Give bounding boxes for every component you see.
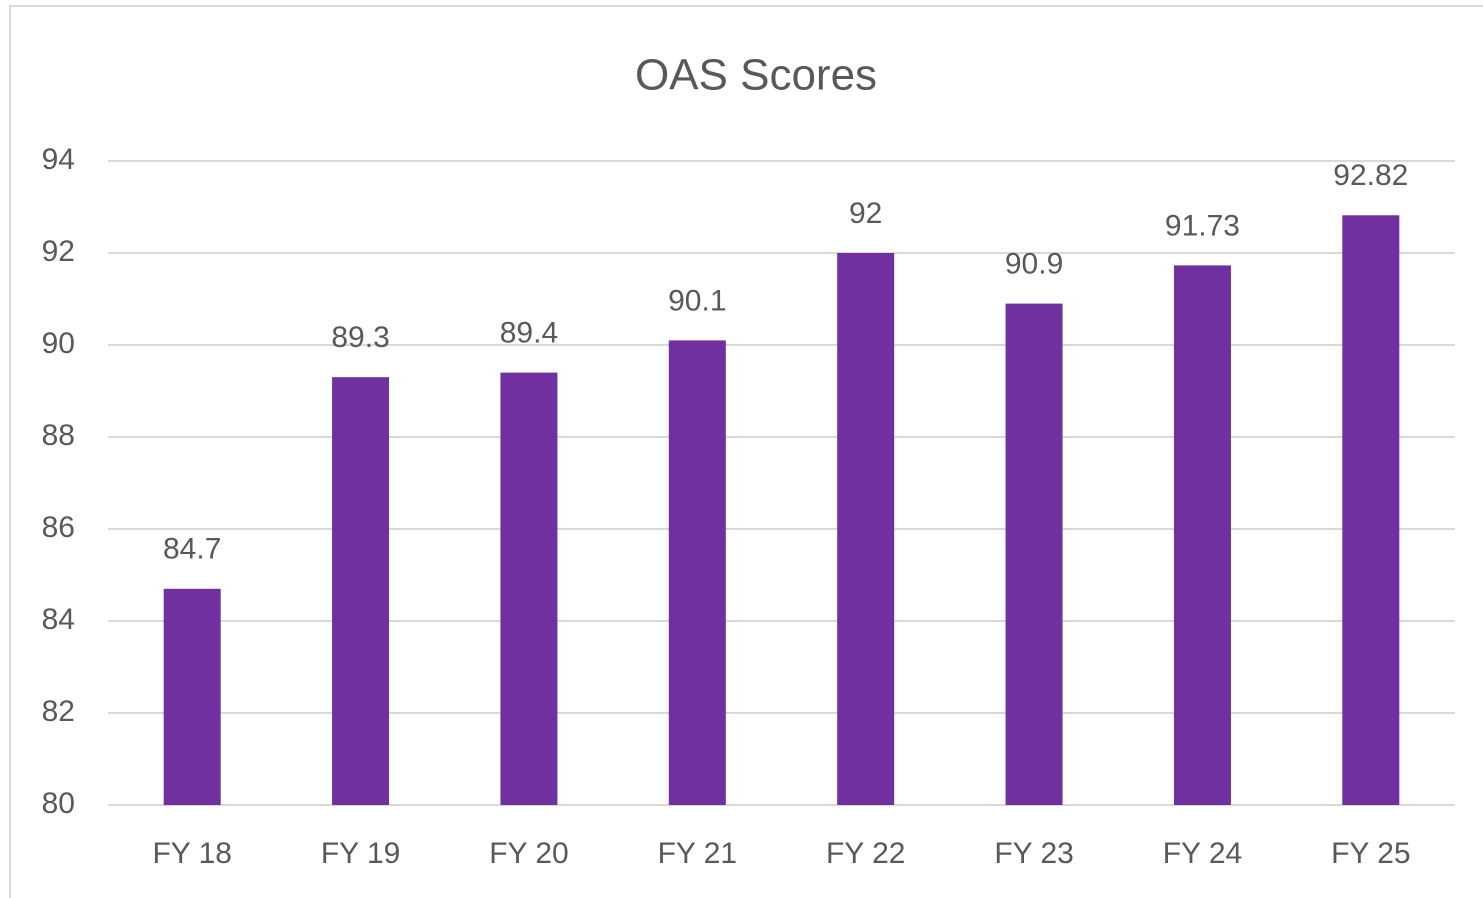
x-tick-label: FY 23 xyxy=(994,837,1074,870)
chart-title: OAS Scores xyxy=(635,51,877,100)
data-label: 92.82 xyxy=(1333,159,1408,192)
x-tick-label: FY 24 xyxy=(1163,837,1243,870)
bar xyxy=(500,372,558,805)
x-tick-label: FY 25 xyxy=(1331,837,1411,870)
data-label: 89.4 xyxy=(500,317,558,350)
y-tick-label: 94 xyxy=(42,143,75,176)
y-tick-label: 90 xyxy=(42,327,75,360)
y-tick-label: 80 xyxy=(42,787,75,820)
data-label: 92 xyxy=(849,197,882,230)
bar xyxy=(837,253,895,805)
x-tick-label: FY 22 xyxy=(826,837,906,870)
y-tick-label: 84 xyxy=(42,603,75,636)
data-label: 91.73 xyxy=(1165,209,1240,242)
data-label: 90.1 xyxy=(668,284,726,317)
y-tick-label: 92 xyxy=(42,235,75,268)
bar xyxy=(332,377,390,805)
bar xyxy=(1342,215,1400,805)
bar xyxy=(668,340,726,805)
bar xyxy=(163,588,221,805)
x-tick-label: FY 20 xyxy=(489,837,569,870)
bar xyxy=(1173,265,1231,805)
data-label: 90.9 xyxy=(1005,248,1063,281)
y-tick-label: 88 xyxy=(42,419,75,452)
x-tick-label: FY 19 xyxy=(321,837,401,870)
x-tick-label: FY 21 xyxy=(658,837,738,870)
y-tick-label: 82 xyxy=(42,695,75,728)
bar xyxy=(1005,303,1063,805)
data-label: 84.7 xyxy=(163,533,221,566)
data-label: 89.3 xyxy=(331,321,389,354)
x-tick-label: FY 18 xyxy=(152,837,232,870)
y-tick-label: 86 xyxy=(42,511,75,544)
chart-border xyxy=(9,5,1483,898)
